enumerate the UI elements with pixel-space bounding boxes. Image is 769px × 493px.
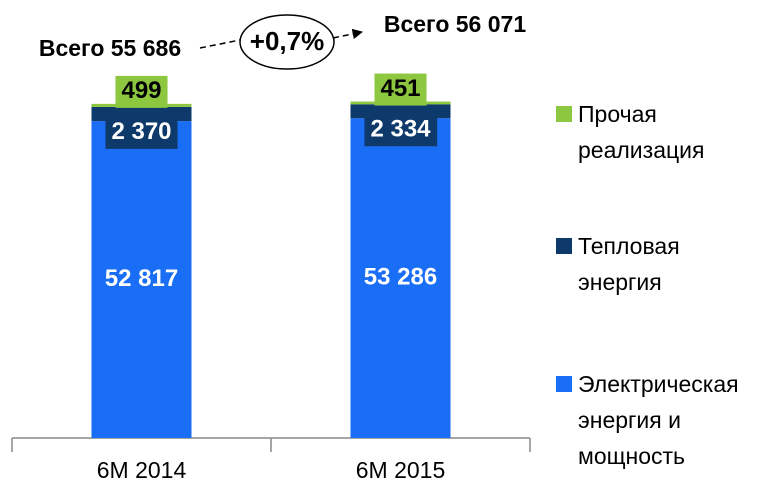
bar-segment [350, 118, 451, 438]
value-label: 451 [380, 75, 420, 102]
legend-item: Прочая реализация [556, 96, 758, 168]
label-box [374, 73, 427, 106]
legend-label: Прочая реализация [578, 101, 705, 163]
label-box [105, 116, 178, 149]
legend-item: Электрическая энергия и мощность [556, 366, 758, 474]
label-box [115, 75, 168, 108]
value-label: 53 286 [364, 263, 437, 290]
value-label: 52 817 [105, 265, 178, 292]
label-box [364, 114, 438, 147]
annotation: +0,7% [250, 26, 324, 56]
x-tick-label: 6M 2014 [97, 457, 187, 483]
legend-label: Тепловая энергия [578, 233, 680, 295]
x-tick-label: 6M 2015 [356, 457, 446, 483]
bar-segment [91, 121, 192, 439]
arrow [332, 28, 364, 40]
annotation: Всего 56 071 [384, 11, 526, 37]
legend-item: Тепловая энергия [556, 228, 758, 300]
value-label: 2 334 [370, 116, 431, 143]
ellipse [239, 14, 335, 70]
legend-swatch [556, 376, 572, 392]
annotation: Всего 55 686 [39, 35, 181, 61]
legend-swatch [556, 106, 572, 122]
value-label: 2 370 [111, 118, 171, 145]
legend-swatch [556, 238, 572, 254]
value-label: 499 [121, 77, 161, 104]
arrow [199, 39, 241, 49]
legend-label: Электрическая энергия и мощность [578, 371, 739, 469]
